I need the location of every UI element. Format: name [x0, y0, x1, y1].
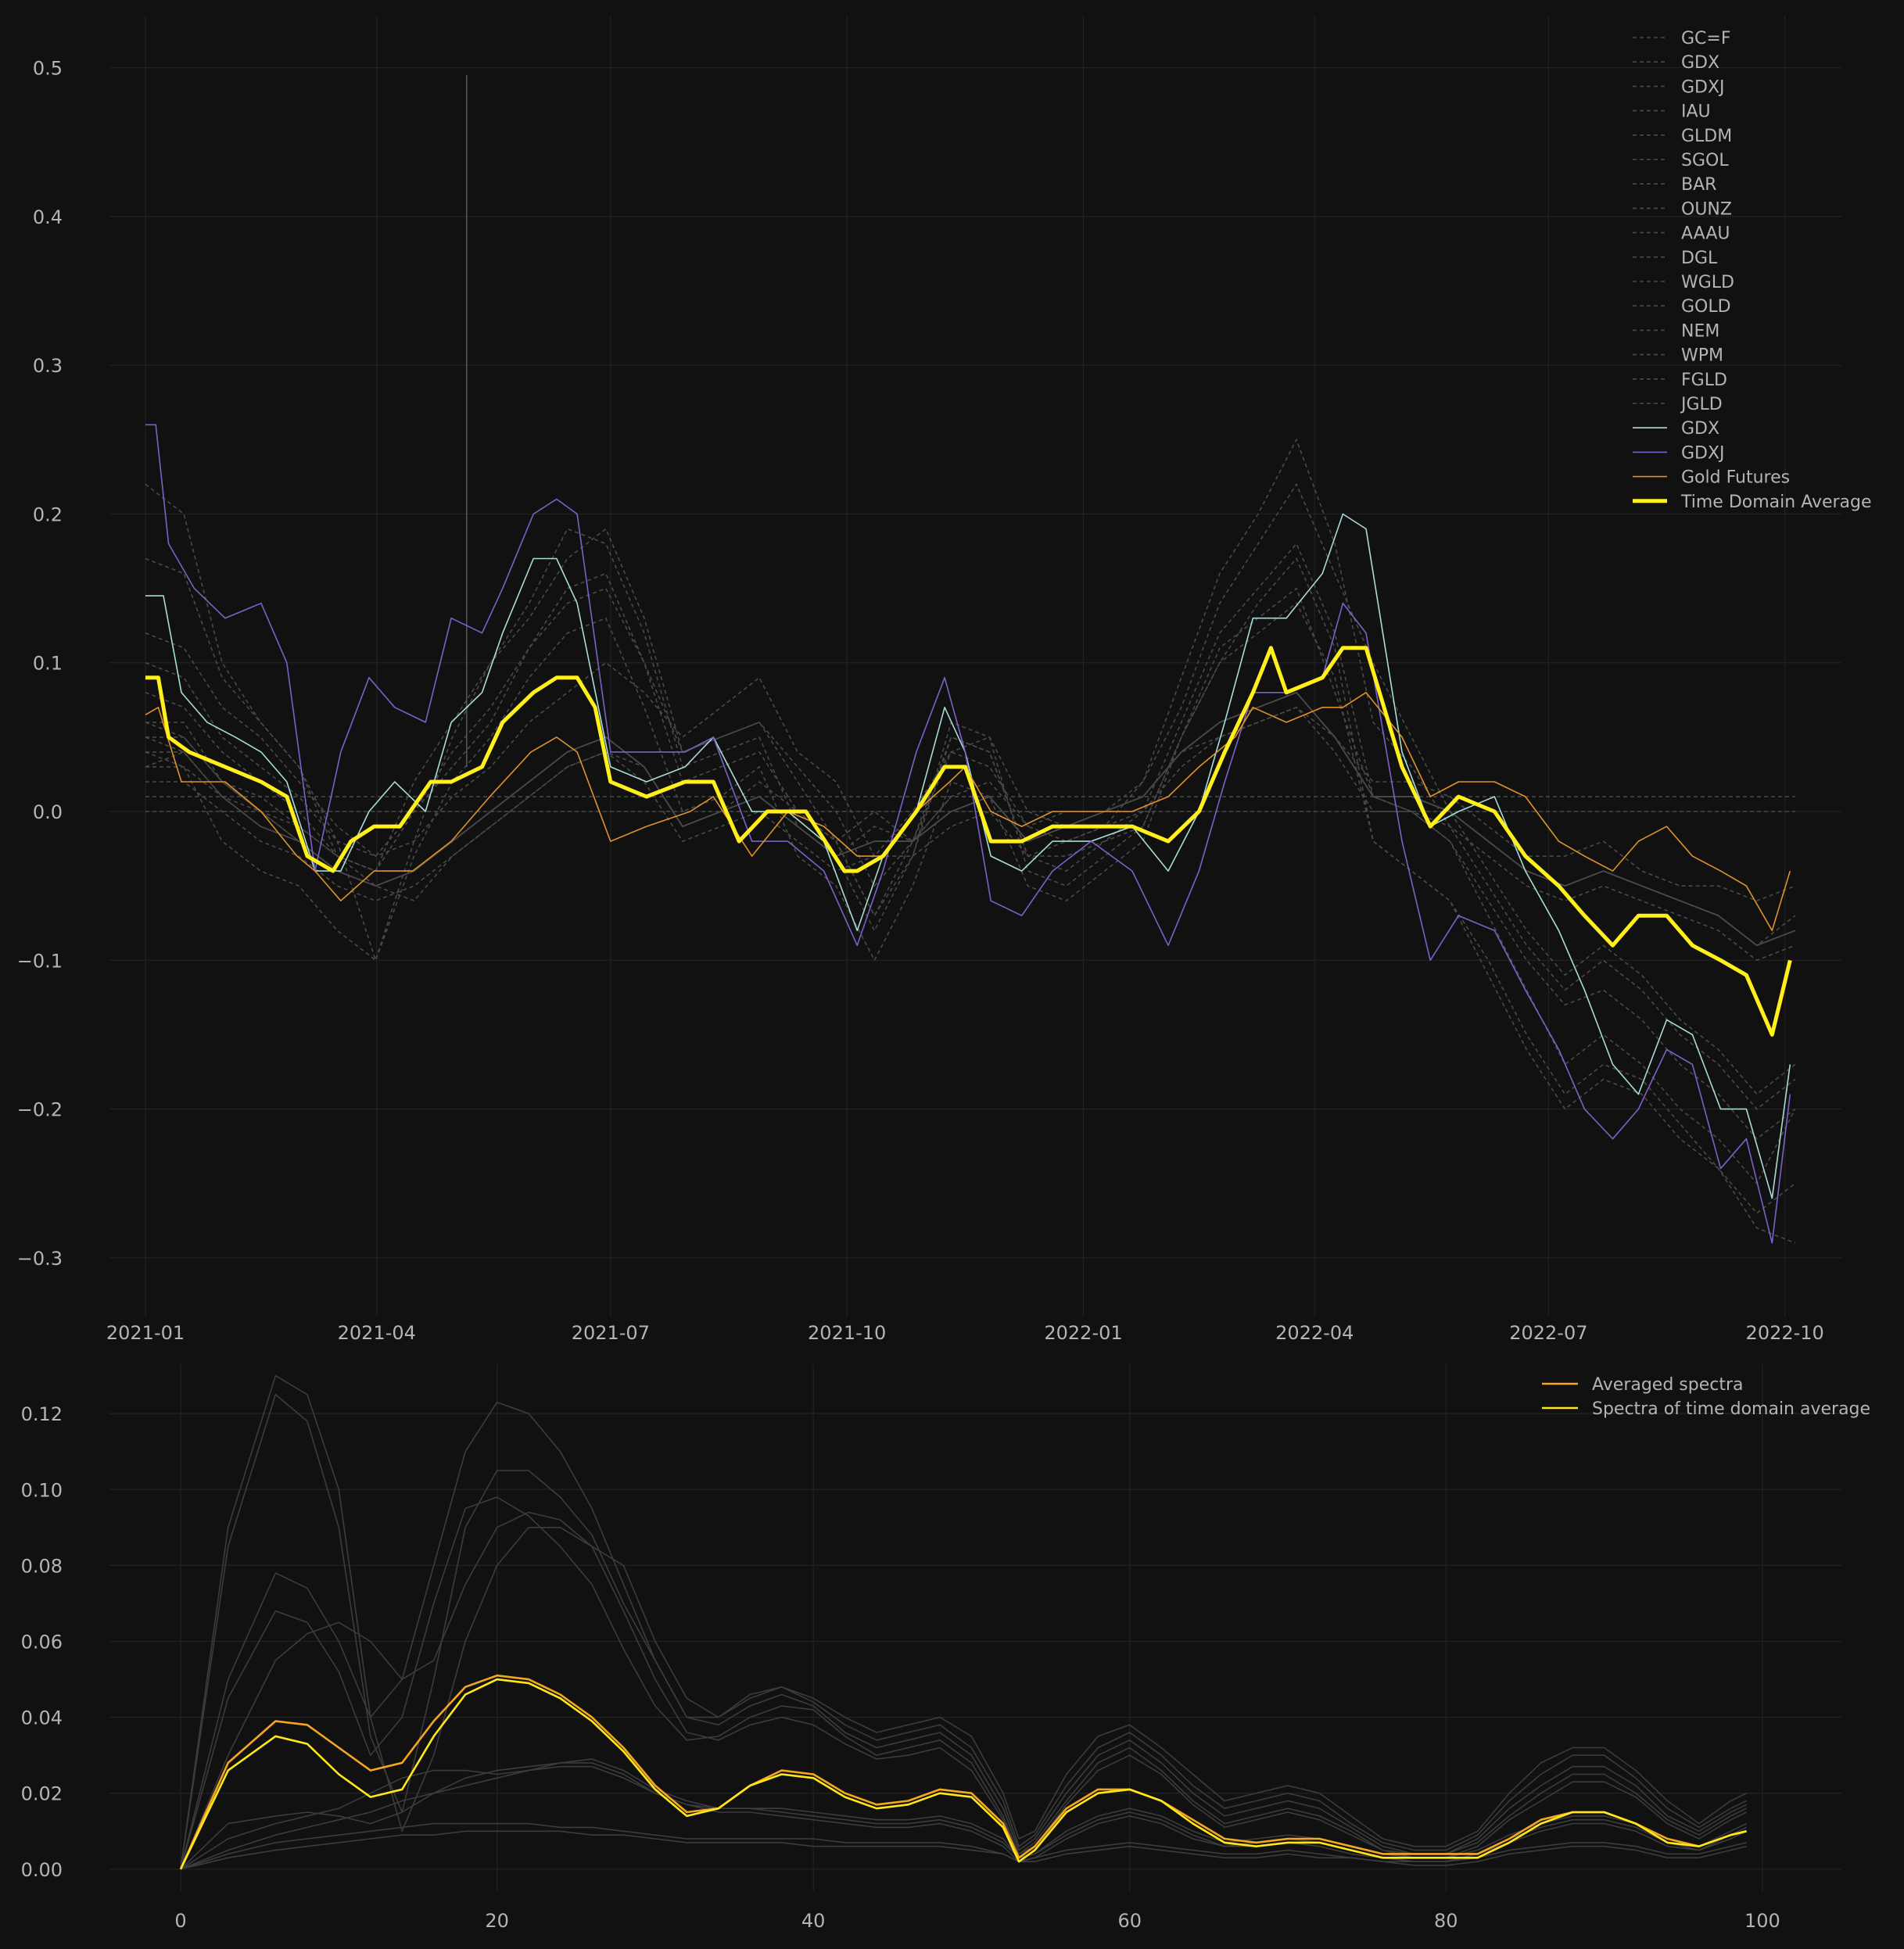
x-tick-label: 80 — [1434, 1910, 1458, 1932]
legend-label: FGLD — [1681, 371, 1727, 390]
y-tick-label: 0.04 — [21, 1707, 63, 1729]
component-spectrum-line — [180, 1511, 1747, 1870]
series-line — [145, 424, 1791, 1244]
y-tick-label: 0.0 — [33, 801, 63, 823]
component-series-line — [145, 528, 1796, 1214]
x-tick-label: 2022-07 — [1509, 1322, 1587, 1344]
component-spectrum-line — [180, 1762, 1747, 1870]
y-tick-label: −0.1 — [17, 950, 63, 972]
y-tick-label: 0.12 — [21, 1403, 63, 1425]
legend-label: JGLD — [1680, 395, 1723, 414]
legend-label: GDX — [1681, 53, 1719, 73]
x-tick-label: 2021-01 — [106, 1322, 185, 1344]
legend-label: GC=F — [1681, 29, 1731, 48]
component-spectrum-line — [180, 1496, 1747, 1870]
x-tick-label: 2021-07 — [572, 1322, 650, 1344]
x-tick-label: 2022-10 — [1746, 1322, 1824, 1344]
spectra-chart: 0.00 0.02 0.04 0.06 0.08 0.10 0.12 0 20 40 60 80 100… — [21, 1364, 1870, 1932]
x-tick-label: 2022-01 — [1044, 1322, 1122, 1344]
legend-label: IAU — [1681, 102, 1711, 122]
y-tick-label: 0.10 — [21, 1479, 63, 1501]
legend-label: WGLD — [1681, 273, 1734, 292]
y-tick-label: 0.4 — [33, 206, 63, 228]
legend-label: Time Domain Average — [1680, 493, 1872, 512]
legend-label: NEM — [1681, 321, 1719, 341]
legend-label: GDX — [1681, 419, 1719, 439]
component-spectrum-line — [180, 1765, 1747, 1870]
y-tick-label: 0.1 — [33, 653, 63, 675]
component-spectrum-line — [180, 1394, 1747, 1870]
spectrum-series-line — [179, 1678, 1747, 1870]
legend-label: AAAU — [1681, 224, 1730, 244]
y-tick-label: 0.08 — [21, 1555, 63, 1577]
x-tick-label: 0 — [174, 1910, 186, 1932]
y-tick-label: −0.2 — [17, 1099, 63, 1121]
legend-label: GDXJ — [1681, 77, 1725, 97]
y-tick-label: 0.00 — [21, 1859, 63, 1881]
y-tick-label: 0.06 — [21, 1631, 63, 1653]
y-tick-label: 0.5 — [33, 58, 63, 80]
component-series-line — [145, 691, 1796, 947]
x-tick-label: 2021-04 — [338, 1322, 416, 1344]
x-tick-label: 20 — [485, 1910, 509, 1932]
legend-label: GLDM — [1681, 127, 1732, 146]
legend-label: Averaged spectra — [1592, 1375, 1744, 1395]
component-series-line — [145, 587, 1796, 1140]
spectrum-series-line — [179, 1674, 1747, 1870]
component-spectrum-line — [180, 1830, 1747, 1870]
component-spectrum-line — [180, 1374, 1747, 1870]
legend-label: GDXJ — [1681, 443, 1725, 463]
legend-label: DGL — [1681, 249, 1718, 268]
legend-label: Gold Futures — [1681, 468, 1790, 488]
legend-label: BAR — [1681, 175, 1716, 195]
y-tick-label: −0.3 — [17, 1248, 63, 1270]
y-tick-label: 0.2 — [33, 503, 63, 525]
component-series-line — [145, 482, 1796, 1095]
x-tick-label: 60 — [1117, 1910, 1142, 1932]
legend-label: GOLD — [1681, 297, 1731, 317]
y-tick-label: 0.3 — [33, 355, 63, 377]
component-series-line — [145, 483, 1796, 1244]
component-spectrum-line — [180, 1401, 1747, 1870]
legend-label: Spectra of time domain average — [1592, 1399, 1870, 1419]
series-line — [145, 646, 1792, 1037]
legend-label: WPM — [1681, 346, 1723, 366]
series-line — [145, 513, 1791, 1199]
x-tick-label: 2021-10 — [808, 1322, 886, 1344]
legend-label: SGOL — [1681, 151, 1729, 170]
x-tick-label: 2022-04 — [1275, 1322, 1354, 1344]
legend-label: OUNZ — [1681, 199, 1732, 219]
y-tick-label: 0.02 — [21, 1783, 63, 1805]
component-series-line — [145, 706, 1796, 902]
x-tick-label: 40 — [801, 1910, 826, 1932]
price-returns-chart: −0.3 −0.2 −0.1 0.0 0.1 0.2 0.3 0.4 0.5 2021-01 202… — [17, 16, 1872, 1344]
x-tick-label: 100 — [1744, 1910, 1780, 1932]
series-line — [145, 691, 1791, 932]
